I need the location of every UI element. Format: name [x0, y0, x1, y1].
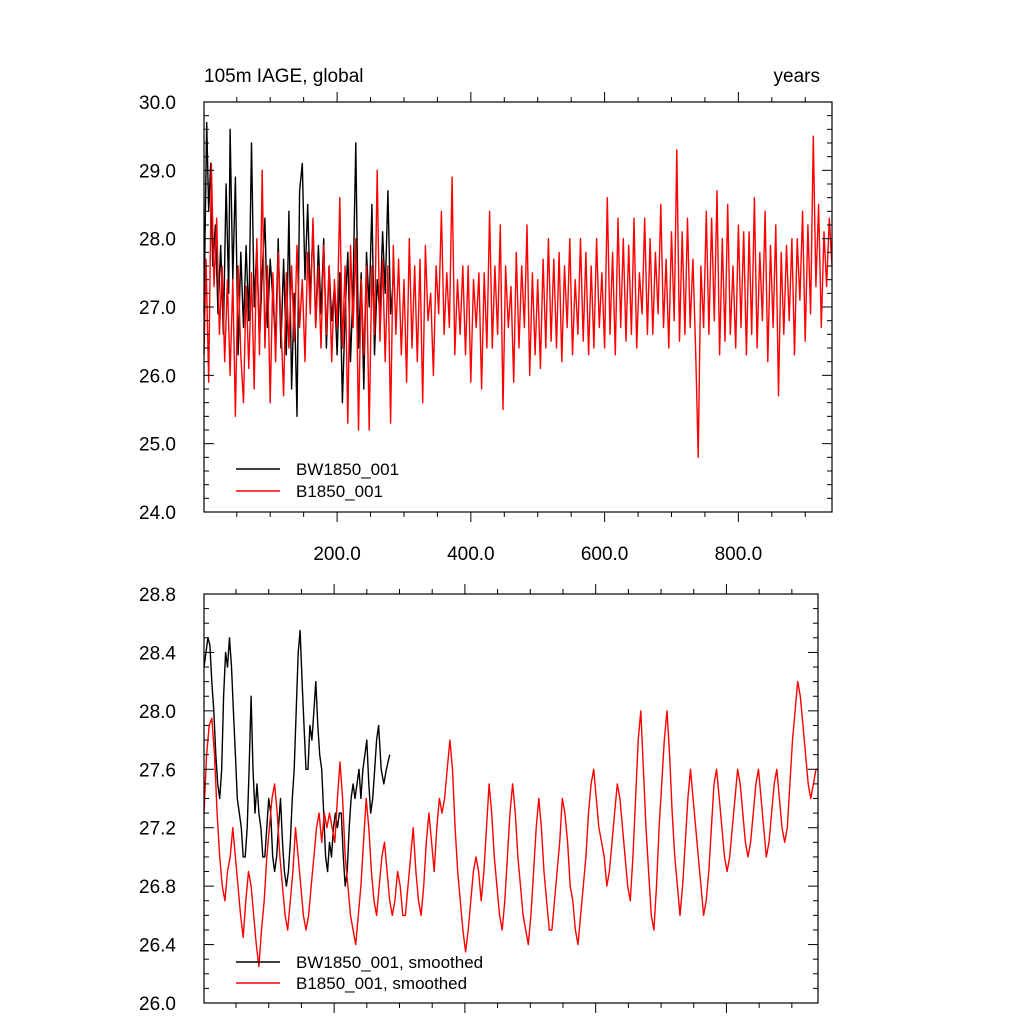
panel-top-units: years [774, 66, 820, 87]
legend-label-b1850-smoothed: B1850_001, smoothed [296, 974, 467, 993]
panel-top-legend: BW1850_001 B1850_001 [236, 460, 399, 501]
y-tick-label: 29.0 [139, 161, 176, 182]
y-tick-label: 26.8 [139, 877, 176, 898]
y-tick-label: 24.0 [139, 503, 176, 524]
panel-top: 24.0 25.0 26.0 27.0 28.0 29.0 30.0 200.0 400.0 60… [139, 66, 833, 565]
y-tick-label: 27.0 [139, 298, 176, 319]
y-tick-label: 28.4 [139, 643, 176, 664]
y-tick-label: 26.0 [139, 994, 176, 1015]
series-line-b1850-001 [203, 135, 833, 458]
series-line-bw1850-001-smoothed [203, 629, 391, 887]
panel-bottom: 26.0 26.4 26.8 27.2 27.6 28.0 28.4 28.8 BW1850_… [139, 584, 819, 1015]
y-tick-label: 27.6 [139, 760, 176, 781]
y-tick-label: 28.8 [139, 585, 176, 606]
panel-top-ticks: 24.0 25.0 26.0 27.0 28.0 29.0 30.0 200.0 400.0 60… [139, 92, 832, 565]
series-line-bw1850-001 [203, 121, 395, 417]
y-tick-label: 26.4 [139, 936, 176, 957]
panel-top-title: 105m IAGE, global [204, 66, 363, 87]
y-tick-label: 25.0 [139, 435, 176, 456]
y-tick-label: 26.0 [139, 366, 176, 387]
x-tick-label: 800.0 [715, 544, 763, 565]
legend-label-b1850: B1850_001 [296, 482, 383, 501]
series-line-b1850-001-smoothed [203, 680, 818, 968]
x-tick-label: 600.0 [581, 544, 629, 565]
y-tick-label: 27.2 [139, 819, 176, 840]
panel-top-plot-area [203, 121, 833, 458]
y-tick-label: 28.0 [139, 230, 176, 251]
y-tick-label: 28.0 [139, 702, 176, 723]
legend-label-bw1850: BW1850_001 [296, 460, 399, 479]
panel-bottom-legend: BW1850_001, smoothed B1850_001, smoothed [236, 953, 483, 993]
x-tick-label: 200.0 [313, 544, 361, 565]
panel-bottom-ticks: 26.0 26.4 26.8 27.2 27.6 28.0 28.4 28.8 [139, 584, 818, 1015]
legend-label-bw1850-smoothed: BW1850_001, smoothed [296, 953, 483, 972]
x-tick-label: 400.0 [447, 544, 495, 565]
y-tick-label: 30.0 [139, 93, 176, 114]
panel-bottom-plot-area [203, 629, 818, 968]
